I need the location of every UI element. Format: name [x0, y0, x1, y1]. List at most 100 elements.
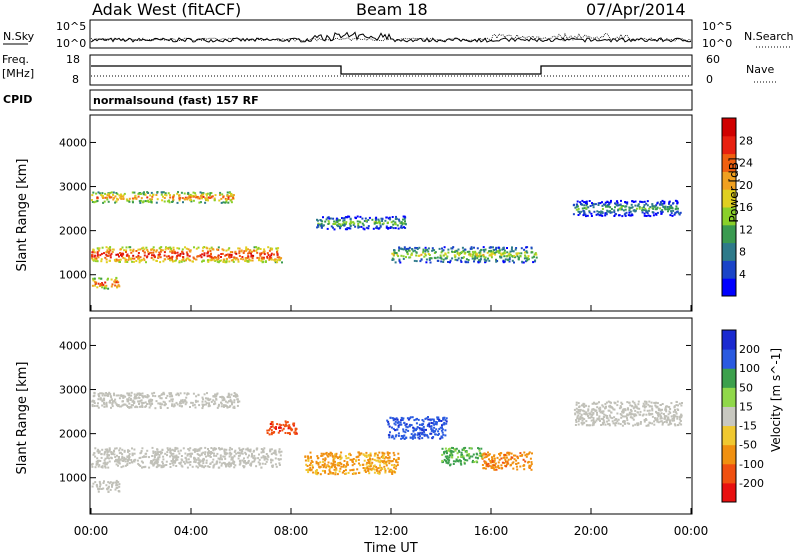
velocity-cell [396, 421, 399, 424]
power-cell [116, 280, 119, 283]
velocity-cell [598, 415, 601, 418]
power-cell [208, 247, 211, 250]
power-cell [417, 254, 420, 257]
velocity-cell [275, 453, 278, 456]
velocity-cell [235, 452, 238, 455]
power-cell [395, 217, 398, 220]
power-cell [402, 218, 404, 221]
power-cell [111, 248, 114, 251]
power-cell [212, 248, 215, 251]
velocity-cell [391, 435, 394, 438]
cpid-frame [89, 89, 693, 111]
velocity-cell [184, 399, 186, 402]
velocity-cell [334, 455, 337, 458]
power-cell [597, 202, 600, 205]
power-cell [224, 254, 227, 257]
power-cell [420, 253, 423, 256]
power-cell [362, 227, 365, 230]
power-cell [423, 255, 426, 258]
velocity-cell [213, 400, 216, 403]
velocity-cell [285, 424, 287, 427]
power-cell [364, 217, 367, 220]
velocity-cell [586, 413, 589, 416]
velocity-cell [642, 405, 645, 408]
velocity-cell [222, 461, 225, 464]
velocity-cell [429, 419, 432, 422]
power-cell [256, 256, 259, 259]
colorbar-segment [722, 118, 736, 137]
velocity-cell [107, 450, 110, 453]
velocity-cell [191, 465, 194, 468]
velocity-cell [111, 398, 113, 401]
velocity-cell [220, 448, 223, 451]
velocity-cell [307, 468, 310, 471]
power-cell [496, 250, 499, 253]
velocity-cell [629, 404, 632, 407]
power-cell [232, 197, 235, 200]
velocity-cell [596, 402, 599, 405]
velocity-cell [98, 480, 101, 483]
velocity-cell [592, 412, 595, 415]
power-cell [635, 207, 638, 210]
velocity-cell [437, 432, 440, 435]
velocity-cell [162, 458, 165, 461]
power-cell [336, 221, 339, 224]
velocity-cell [336, 464, 339, 467]
power-cell [527, 255, 530, 258]
velocity-cell [101, 466, 104, 469]
velocity-cell [604, 423, 607, 426]
power-cell [499, 255, 501, 258]
velocity-cell [269, 427, 272, 430]
velocity-cell [345, 457, 348, 460]
power-cell [473, 258, 476, 261]
velocity-cell [386, 460, 389, 463]
velocity-cell [388, 436, 391, 439]
power-cell [575, 203, 578, 206]
velocity-cell [240, 448, 243, 451]
power-cell [91, 194, 94, 197]
velocity-cell [626, 417, 628, 420]
velocity-cell [457, 449, 460, 452]
power-cell [343, 217, 346, 220]
power-cell [176, 247, 179, 250]
power-cell [672, 202, 675, 205]
power-cell [179, 252, 182, 255]
velocity-cell [208, 404, 211, 407]
power-cell [495, 251, 498, 254]
velocity-cell [635, 406, 638, 409]
power-cell [276, 253, 279, 256]
velocity-cell [205, 402, 208, 405]
velocity-cell [238, 447, 241, 450]
velocity-cell [665, 421, 668, 424]
velocity-cell [463, 461, 466, 464]
power-cell [585, 207, 588, 210]
power-cell [219, 193, 221, 196]
velocity-cell [184, 462, 186, 465]
power-cell [166, 200, 169, 203]
velocity-cell [319, 461, 322, 464]
colorbar-segment [722, 349, 736, 369]
power-cell [508, 256, 511, 259]
power-cell [97, 247, 100, 250]
velocity-cell [193, 450, 196, 453]
power-cell [332, 223, 335, 225]
velocity-cell [574, 412, 577, 415]
velocity-cell [357, 458, 360, 461]
velocity-cell [659, 409, 662, 412]
velocity-cell [99, 460, 102, 462]
velocity-cell [673, 419, 675, 422]
velocity-cell [177, 456, 180, 459]
velocity-cell [237, 457, 240, 460]
velocity-cell [278, 426, 280, 429]
velocity-cell [381, 451, 384, 454]
power-cell [98, 192, 101, 195]
velocity-cell [442, 417, 445, 420]
power-cell [222, 195, 225, 198]
velocity-cell [317, 462, 320, 465]
power-cell [484, 248, 487, 251]
velocity-cell [208, 402, 210, 405]
velocity-cell [93, 391, 96, 394]
velocity-cell [153, 462, 156, 465]
velocity-cell [421, 429, 424, 432]
power-cell [105, 261, 108, 264]
